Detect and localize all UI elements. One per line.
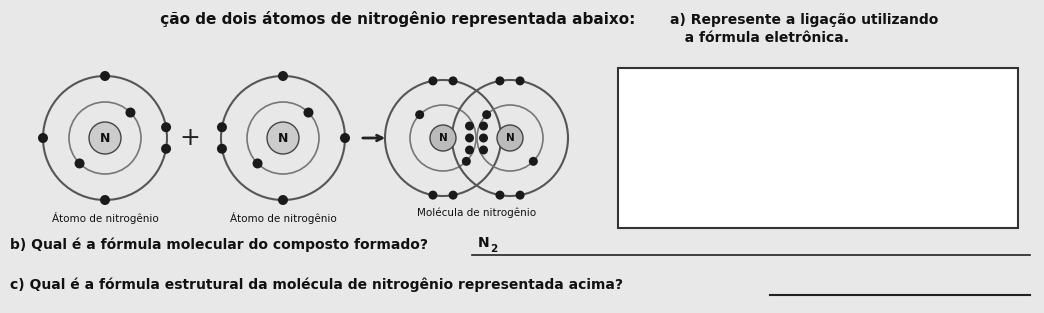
Circle shape xyxy=(461,157,471,166)
Circle shape xyxy=(428,76,437,85)
Text: Átomo de nitrogênio: Átomo de nitrogênio xyxy=(51,212,159,224)
Circle shape xyxy=(449,76,457,85)
Bar xyxy=(618,68,1018,228)
Circle shape xyxy=(430,125,456,151)
Text: 2: 2 xyxy=(490,244,497,254)
Circle shape xyxy=(340,133,350,143)
Text: ção de dois átomos de nitrogênio representada abaixo:: ção de dois átomos de nitrogênio represe… xyxy=(155,11,636,27)
Circle shape xyxy=(529,157,538,166)
Circle shape xyxy=(100,71,110,81)
Circle shape xyxy=(161,144,171,154)
Text: b) Qual é a fórmula molecular do composto formado?: b) Qual é a fórmula molecular do compost… xyxy=(10,238,428,252)
Circle shape xyxy=(278,71,288,81)
Circle shape xyxy=(125,108,136,118)
Circle shape xyxy=(496,76,504,85)
Circle shape xyxy=(89,122,121,154)
Circle shape xyxy=(428,191,437,200)
Text: a) Represente a ligação utilizando: a) Represente a ligação utilizando xyxy=(670,13,939,27)
Circle shape xyxy=(479,146,488,155)
Circle shape xyxy=(217,144,227,154)
Text: N: N xyxy=(100,131,111,145)
Circle shape xyxy=(253,158,262,168)
Circle shape xyxy=(416,110,424,119)
Circle shape xyxy=(449,191,457,200)
Circle shape xyxy=(217,122,227,132)
Text: +: + xyxy=(180,126,200,150)
Circle shape xyxy=(100,195,110,205)
Circle shape xyxy=(267,122,299,154)
Circle shape xyxy=(479,134,488,142)
Circle shape xyxy=(161,122,171,132)
Circle shape xyxy=(516,76,524,85)
Circle shape xyxy=(465,146,474,155)
Text: c) Qual é a fórmula estrutural da molécula de nitrogênio representada acima?: c) Qual é a fórmula estrutural da molécu… xyxy=(10,278,623,292)
Circle shape xyxy=(74,158,85,168)
Circle shape xyxy=(479,121,488,131)
Circle shape xyxy=(465,121,474,131)
Text: N: N xyxy=(278,131,288,145)
Circle shape xyxy=(497,125,523,151)
Text: N: N xyxy=(438,133,448,143)
Text: a fórmula eletrônica.: a fórmula eletrônica. xyxy=(670,31,849,45)
Text: N: N xyxy=(478,236,490,250)
Circle shape xyxy=(465,134,474,142)
Circle shape xyxy=(496,191,504,200)
Circle shape xyxy=(38,133,48,143)
Circle shape xyxy=(482,110,491,119)
Circle shape xyxy=(304,108,313,118)
Text: Molécula de nitrogênio: Molécula de nitrogênio xyxy=(417,208,536,218)
Text: N: N xyxy=(505,133,515,143)
Circle shape xyxy=(516,191,524,200)
Circle shape xyxy=(278,195,288,205)
Text: Átomo de nitrogênio: Átomo de nitrogênio xyxy=(230,212,336,224)
